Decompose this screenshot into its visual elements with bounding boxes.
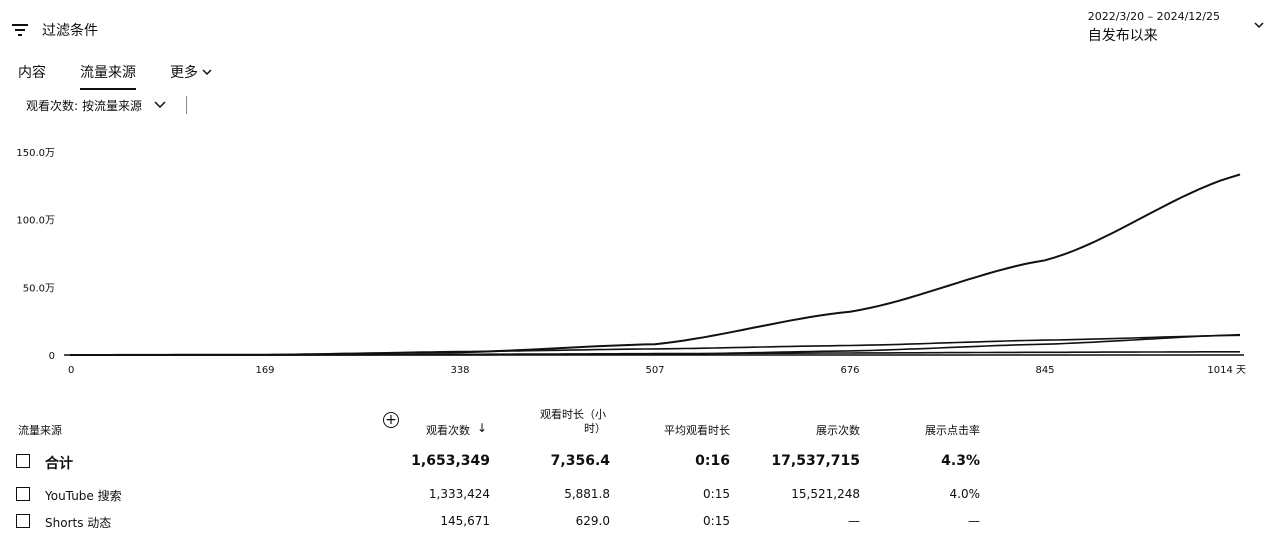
tab-more[interactable]: 更多 bbox=[170, 62, 212, 82]
filter-bar[interactable]: 过滤条件 bbox=[12, 18, 98, 42]
row-checkbox[interactable] bbox=[16, 487, 30, 501]
date-range-name: 自发布以来 bbox=[1087, 28, 1158, 44]
table-row: YouTube 搜索 1,333,424 5,881.8 0:15 15,521… bbox=[0, 484, 1280, 510]
avg-duration: 0:15 bbox=[703, 487, 730, 501]
total-checkbox[interactable] bbox=[16, 454, 30, 468]
tab-traffic-source[interactable]: 流量来源 bbox=[80, 62, 136, 90]
total-ctr: 4.3% bbox=[941, 453, 980, 469]
filter-icon[interactable] bbox=[12, 24, 28, 36]
column-header-avg-duration[interactable]: 平均观看时长 bbox=[664, 424, 730, 437]
column-header-views[interactable]: 观看次数 bbox=[426, 424, 470, 437]
x-tick-label: 845 bbox=[1035, 365, 1054, 376]
date-range-selector[interactable]: 2022/3/20 – 2024/12/25 自发布以来 bbox=[1088, 10, 1220, 45]
source-name[interactable]: YouTube 搜索 bbox=[45, 489, 122, 503]
source-name[interactable]: Shorts 动态 bbox=[45, 516, 112, 530]
ctr: 4.0% bbox=[949, 487, 981, 501]
table-total-row: 合计 1,653,349 7,356.4 0:16 17,537,715 4.3… bbox=[0, 450, 1280, 476]
column-header-ctr[interactable]: 展示点击率 bbox=[925, 424, 980, 437]
x-tick-label: 676 bbox=[840, 365, 859, 376]
x-tick-label: 1014 天 bbox=[1207, 365, 1246, 376]
chevron-down-icon[interactable] bbox=[154, 100, 166, 110]
views: 1,333,424 bbox=[428, 487, 490, 501]
date-range-text: 2022/3/20 – 2024/12/25 bbox=[1087, 10, 1220, 23]
filter-label[interactable]: 过滤条件 bbox=[42, 23, 98, 39]
column-header-watch-time[interactable]: 观看时长（小时） bbox=[540, 408, 606, 435]
total-label: 合计 bbox=[45, 456, 73, 472]
row-checkbox[interactable] bbox=[16, 514, 30, 528]
total-avg-duration: 0:16 bbox=[695, 453, 730, 469]
y-tick-label: 100.0万 bbox=[16, 216, 55, 227]
ctr: — bbox=[968, 514, 980, 528]
tab-content[interactable]: 内容 bbox=[18, 65, 46, 81]
table-header: 流量来源 + 观看次数 ↓ 观看时长（小时） 平均观看时长 展示次数 展示点击率 bbox=[0, 408, 1280, 437]
avg-duration: 0:15 bbox=[703, 514, 730, 528]
total-impressions: 17,537,715 bbox=[771, 453, 860, 469]
total-views: 1,653,349 bbox=[411, 453, 490, 469]
series-line-4 bbox=[70, 351, 1240, 356]
x-tick-label: 0 bbox=[68, 365, 74, 376]
metric-select[interactable]: 观看次数: 按流量来源 bbox=[26, 96, 188, 114]
views: 145,671 bbox=[440, 514, 490, 528]
series-line-1 bbox=[70, 173, 1241, 356]
x-tick-label: 338 bbox=[450, 365, 469, 376]
x-tick-label: 169 bbox=[255, 365, 274, 376]
column-header-source: 流量来源 bbox=[18, 424, 62, 437]
table-row: Shorts 动态 145,671 629.0 0:15 — — bbox=[0, 511, 1280, 537]
impressions: 15,521,248 bbox=[791, 487, 860, 501]
chevron-down-icon[interactable] bbox=[1254, 20, 1264, 30]
sort-down-icon[interactable]: ↓ bbox=[477, 421, 488, 435]
total-watch-hours: 7,356.4 bbox=[550, 453, 610, 469]
column-header-impressions[interactable]: 展示次数 bbox=[816, 424, 860, 437]
watch-hours: 629.0 bbox=[575, 514, 610, 528]
impressions: — bbox=[848, 514, 860, 528]
tab-bar: 内容 流量来源 更多 bbox=[18, 62, 246, 90]
metric-value: 按流量来源 bbox=[82, 98, 143, 113]
watch-hours: 5,881.8 bbox=[564, 487, 610, 501]
traffic-source-line-chart: 0 50.0万 100.0万 150.0万 0 169 338 507 676 845 1014 天 bbox=[16, 148, 1246, 376]
metric-label: 观看次数: bbox=[26, 98, 79, 113]
y-tick-label: 0 bbox=[49, 351, 55, 362]
x-tick-label: 507 bbox=[645, 365, 664, 376]
divider bbox=[186, 96, 188, 114]
y-tick-label: 50.0万 bbox=[23, 283, 55, 294]
add-column-button[interactable]: + bbox=[383, 412, 399, 428]
y-tick-label: 150.0万 bbox=[16, 148, 55, 159]
chevron-down-icon bbox=[202, 69, 212, 76]
